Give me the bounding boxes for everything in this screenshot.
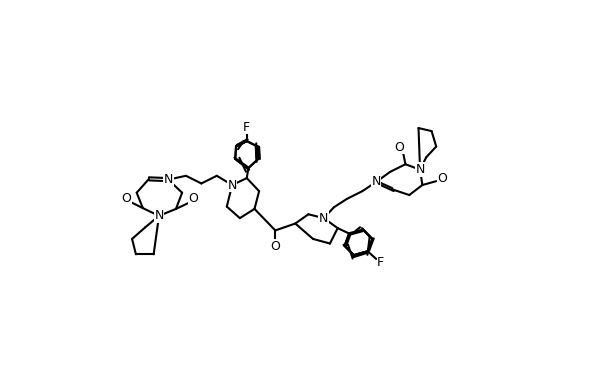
Text: N: N xyxy=(319,212,328,225)
Text: O: O xyxy=(189,192,199,205)
Text: N: N xyxy=(371,175,381,188)
Text: O: O xyxy=(437,172,447,185)
Text: F: F xyxy=(377,255,384,269)
Text: N: N xyxy=(227,178,237,191)
Text: N: N xyxy=(164,173,173,186)
Text: F: F xyxy=(243,121,250,134)
Text: N: N xyxy=(154,209,164,222)
Text: O: O xyxy=(122,192,131,205)
Text: O: O xyxy=(394,141,404,154)
Text: O: O xyxy=(270,240,280,253)
Text: N: N xyxy=(415,163,425,176)
